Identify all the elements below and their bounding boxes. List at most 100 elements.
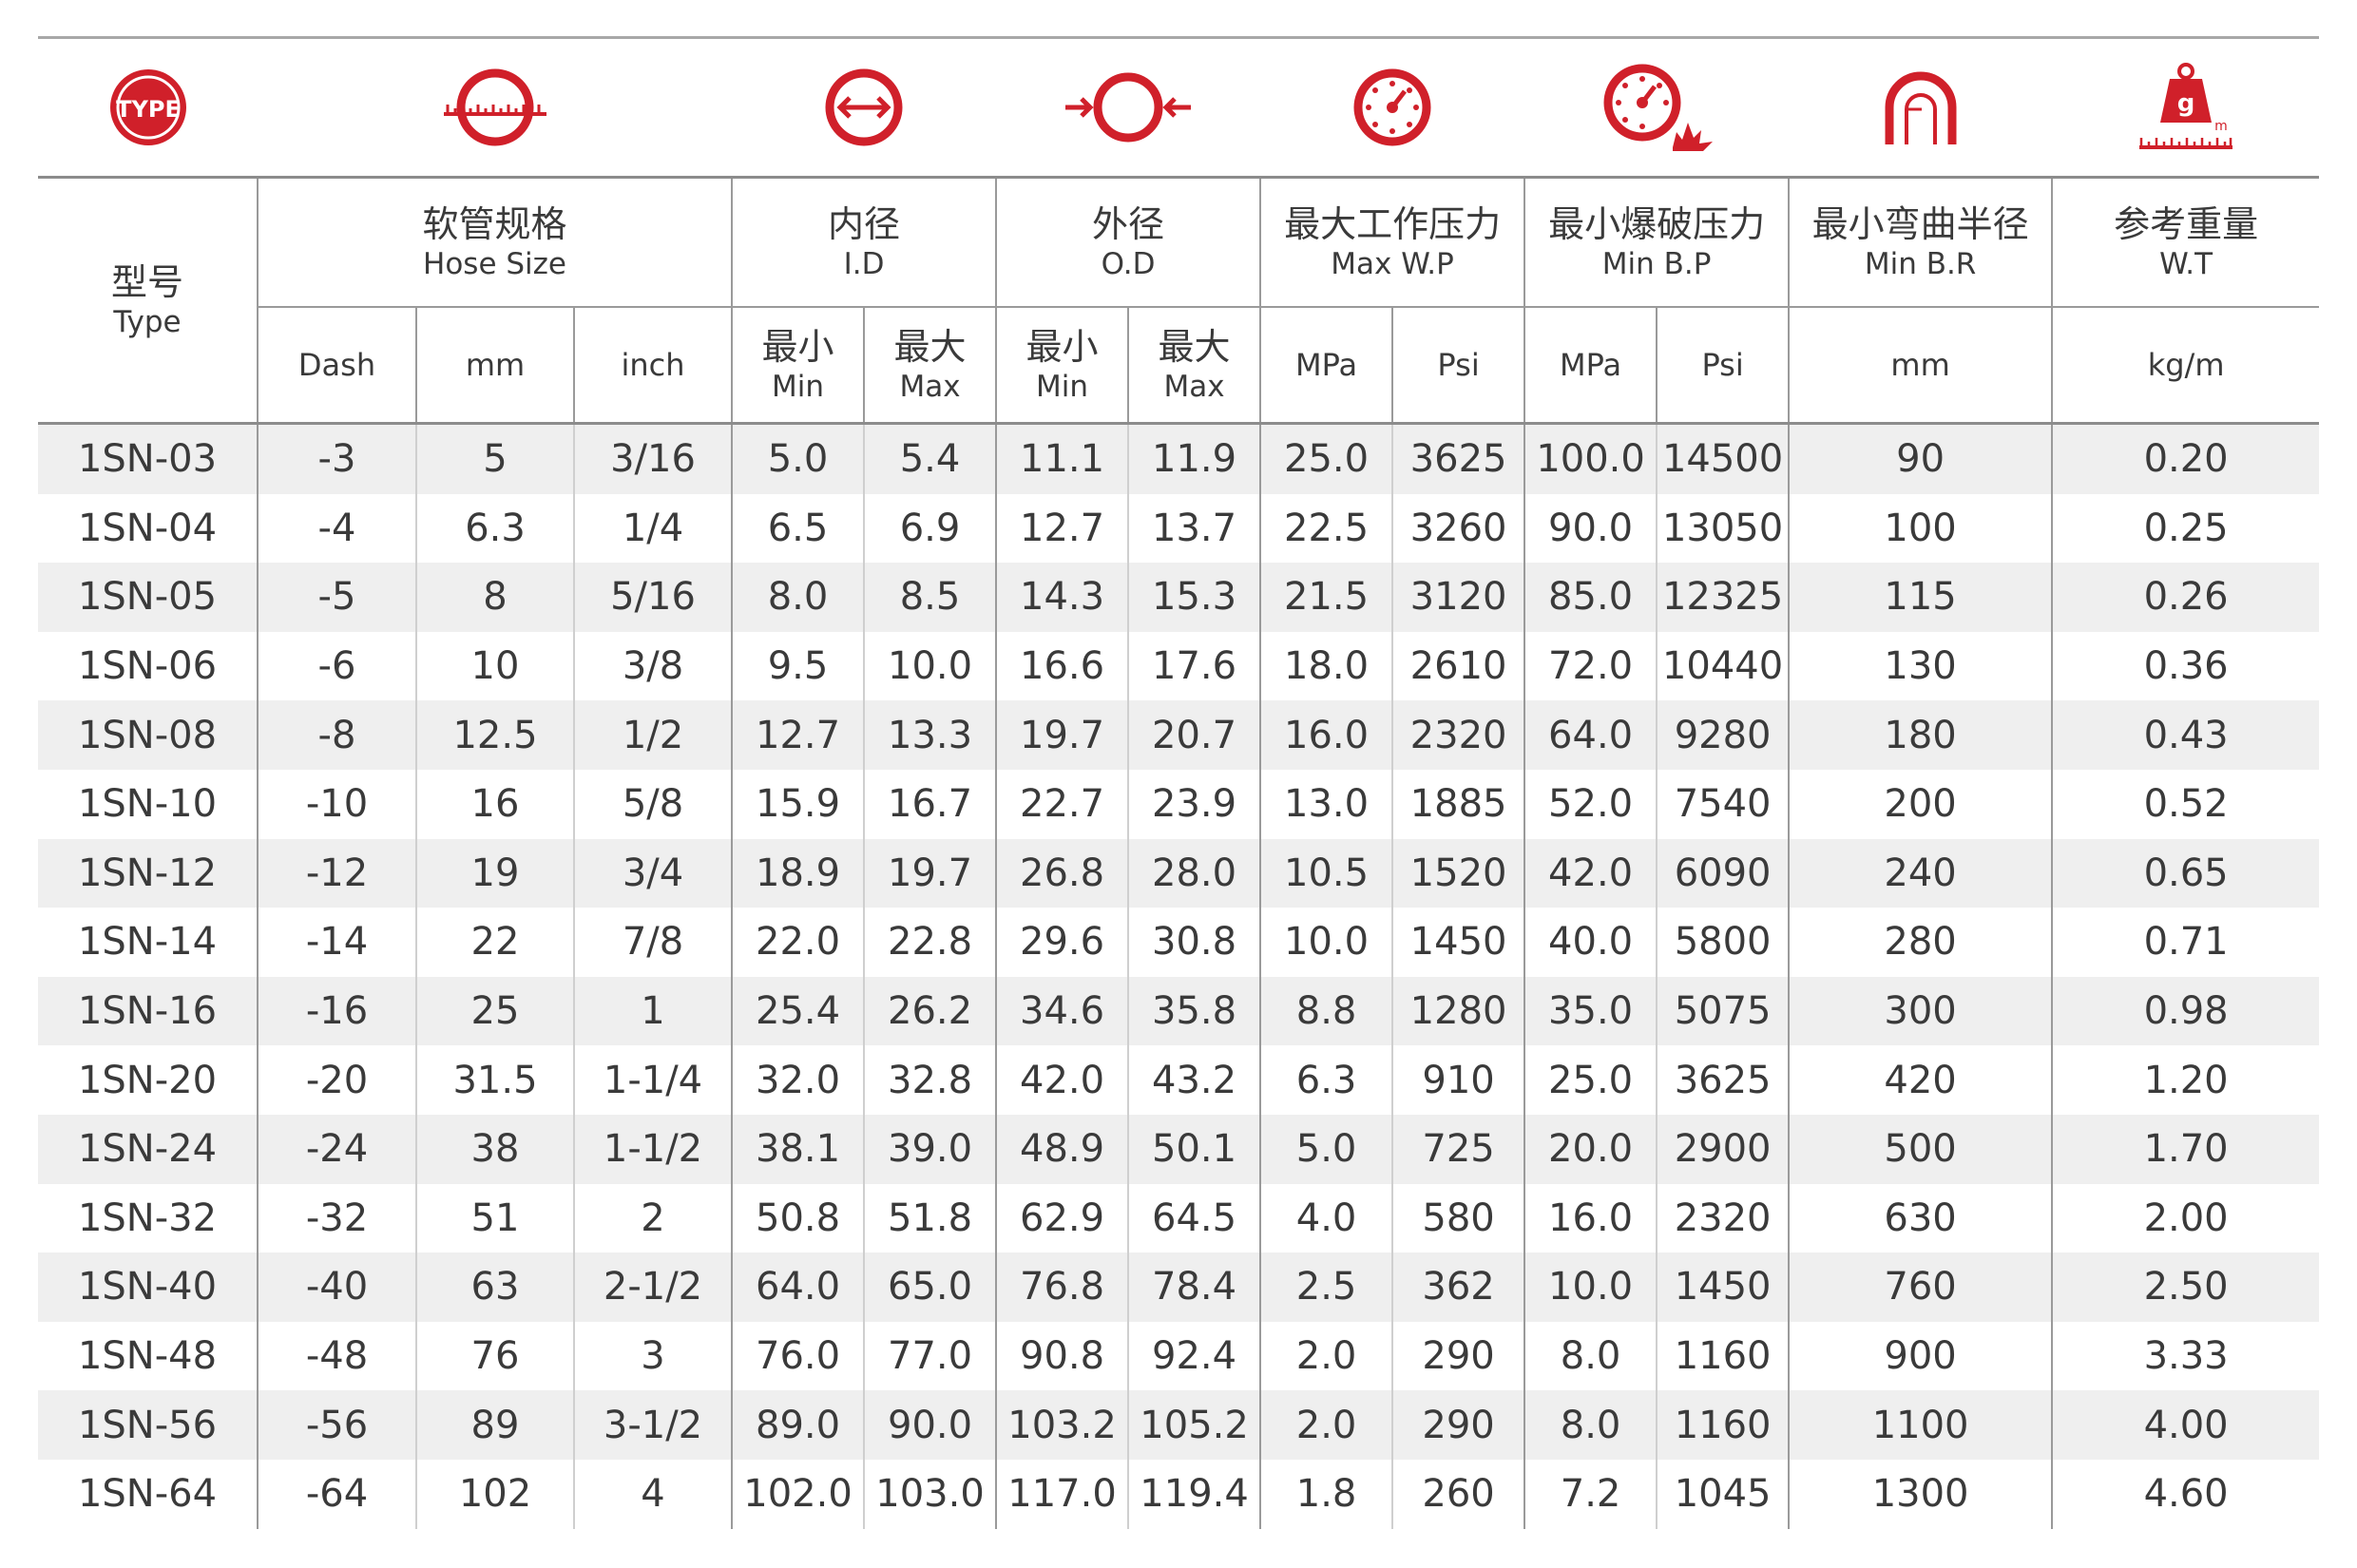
cell-weight: 0.52 [2051,769,2320,839]
cell-type: 1SN-20 [38,1045,258,1115]
cell-wp-mpa: 10.5 [1259,838,1393,908]
cell-id-max: 13.3 [863,700,997,770]
cell-od-max: 20.7 [1127,700,1261,770]
cell-id-min: 8.0 [731,563,865,632]
cell-bend-radius: 280 [1788,908,2053,977]
cell-od-max: 13.7 [1127,493,1261,564]
cell-dash: -48 [257,1321,416,1391]
cell-dash: -6 [257,631,416,701]
cell-weight: 1.20 [2051,1045,2320,1115]
cell-wp-psi: 725 [1391,1114,1525,1184]
cell-mm: 22 [415,908,574,977]
subheader-id-max: 最大 Max [863,307,997,425]
cell-dash: -10 [257,769,416,839]
cell-od-min: 11.1 [995,423,1129,494]
svg-text:g: g [2176,89,2194,118]
cell-id-min: 64.0 [731,1252,865,1322]
cell-wp-psi: 3260 [1391,493,1525,564]
hose-size-icon-cell [258,39,732,176]
cell-od-max: 105.2 [1127,1390,1261,1460]
cell-wp-mpa: 2.5 [1259,1252,1393,1322]
cell-id-min: 89.0 [731,1390,865,1460]
cell-bp-psi: 1045 [1656,1459,1790,1529]
cell-type: 1SN-64 [38,1459,258,1529]
cell-wp-psi: 1520 [1391,838,1525,908]
cell-od-max: 11.9 [1127,423,1261,494]
cell-id-min: 15.9 [731,769,865,839]
cell-id-min: 5.0 [731,423,865,494]
cell-wp-mpa: 18.0 [1259,631,1393,701]
type-icon: TYPE [109,69,186,145]
cell-bp-psi: 5800 [1656,908,1790,977]
cell-bp-mpa: 40.0 [1523,908,1658,977]
table-row: 1SN-06 -6 10 3/8 9.5 10.0 16.6 17.6 18.0 2610 72.0… [38,631,2320,701]
cell-bend-radius: 630 [1788,1183,2053,1253]
subheader-wp-mpa: MPa [1259,307,1393,425]
cell-type: 1SN-10 [38,769,258,839]
subheader-mm: mm [415,307,574,425]
burst-pressure-gauge-icon [1603,64,1713,151]
cell-inch: 7/8 [572,908,733,977]
table-row: 1SN-32 -32 51 2 50.8 51.8 62.9 64.5 4.0 580 16.0 23… [38,1183,2320,1253]
cell-bend-radius: 1100 [1788,1390,2053,1460]
cell-bp-psi: 1450 [1656,1252,1790,1322]
cell-mm: 25 [415,976,574,1046]
cell-dash: -14 [257,908,416,977]
cell-dash: -20 [257,1045,416,1115]
cell-od-min: 12.7 [995,493,1129,564]
cell-od-max: 35.8 [1127,976,1261,1046]
cell-wp-mpa: 22.5 [1259,493,1393,564]
cell-od-min: 29.6 [995,908,1129,977]
svg-text:m: m [2214,119,2228,134]
cell-od-max: 78.4 [1127,1252,1261,1322]
cell-wp-psi: 260 [1391,1459,1525,1529]
table-row: 1SN-20 -20 31.5 1-1/4 32.0 32.8 42.0 43.2 6.3 910… [38,1045,2320,1115]
cell-bp-mpa: 90.0 [1523,493,1658,564]
cell-wp-mpa: 2.0 [1259,1390,1393,1460]
cell-bp-psi: 1160 [1656,1321,1790,1391]
cell-inch: 2 [572,1183,733,1253]
cell-type: 1SN-40 [38,1252,258,1322]
cell-weight: 0.71 [2051,908,2320,977]
cell-type: 1SN-04 [38,493,258,564]
svg-text:TYPE: TYPE [116,96,181,123]
cell-bp-psi: 12325 [1656,563,1790,632]
cell-id-max: 8.5 [863,563,997,632]
cell-od-min: 117.0 [995,1459,1129,1529]
subheader-wp-psi: Psi [1391,307,1525,425]
cell-dash: -3 [257,423,416,494]
cell-id-min: 32.0 [731,1045,865,1115]
cell-inch: 3/4 [572,838,733,908]
cell-id-min: 6.5 [731,493,865,564]
cell-bp-psi: 3625 [1656,1045,1790,1115]
cell-wp-psi: 910 [1391,1045,1525,1115]
cell-type: 1SN-03 [38,423,258,494]
cell-inch: 1-1/2 [572,1114,733,1184]
cell-bp-psi: 5075 [1656,976,1790,1046]
cell-bp-mpa: 42.0 [1523,838,1658,908]
header-min-bend-radius: 最小弯曲半径 Min B.R [1788,179,2053,308]
cell-type: 1SN-05 [38,563,258,632]
subheader-id-min: 最小 Min [731,307,865,425]
inner-diameter-icon [825,68,903,146]
cell-id-max: 26.2 [863,976,997,1046]
cell-mm: 76 [415,1321,574,1391]
cell-wp-psi: 1450 [1391,908,1525,977]
cell-weight: 2.00 [2051,1183,2320,1253]
cell-wp-mpa: 10.0 [1259,908,1393,977]
cell-od-min: 19.7 [995,700,1129,770]
cell-weight: 4.00 [2051,1390,2320,1460]
cell-type: 1SN-48 [38,1321,258,1391]
cell-mm: 8 [415,563,574,632]
cell-wp-psi: 1280 [1391,976,1525,1046]
cell-wp-mpa: 8.8 [1259,976,1393,1046]
cell-inch: 4 [572,1459,733,1529]
subheader-dash: Dash [257,307,416,425]
cell-id-max: 90.0 [863,1390,997,1460]
table-body: 1SN-03 -3 5 3/16 5.0 5.4 11.1 11.9 25.0 3625 100.0… [38,423,2320,1529]
cell-bend-radius: 1300 [1788,1459,2053,1529]
cell-bend-radius: 200 [1788,769,2053,839]
cell-type: 1SN-06 [38,631,258,701]
cell-id-min: 76.0 [731,1321,865,1391]
cell-bend-radius: 130 [1788,631,2053,701]
